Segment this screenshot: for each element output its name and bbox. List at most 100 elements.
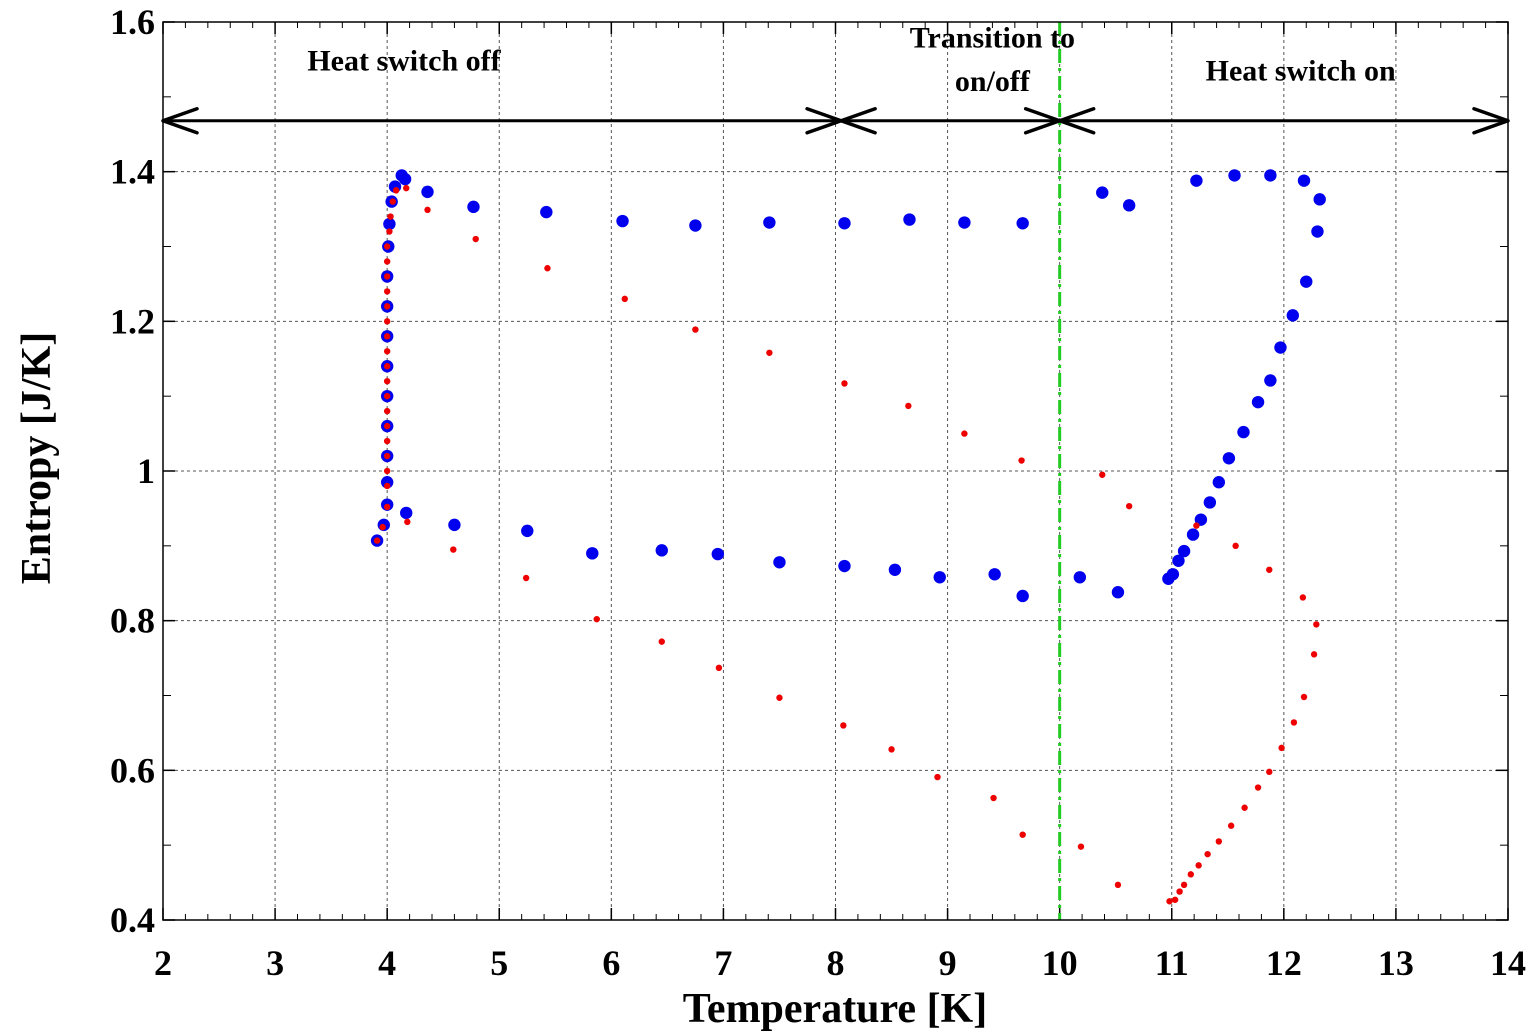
series — [370, 169, 1326, 905]
region-annotation: on/off — [955, 65, 1031, 98]
y-tick-label: 0.6 — [110, 750, 155, 790]
data-point — [1186, 528, 1200, 541]
data-point — [1096, 186, 1109, 199]
data-point — [472, 235, 479, 243]
data-point — [840, 722, 847, 729]
data-point — [1099, 471, 1106, 478]
data-point — [383, 422, 391, 430]
series-1 — [373, 184, 1320, 905]
arrow-head-left — [1057, 107, 1096, 135]
data-point — [383, 467, 391, 475]
annotations: Heat switch off Transition to on/off Heat s… — [307, 21, 1396, 97]
arrow-head-right — [1023, 107, 1062, 135]
region-annotation: Heat switch off — [307, 45, 501, 78]
data-point — [386, 228, 393, 235]
data-point — [1204, 850, 1211, 858]
x-tick-label: 9 — [939, 943, 957, 983]
data-point — [888, 563, 902, 576]
data-point — [450, 546, 457, 553]
data-point — [961, 430, 968, 437]
data-point — [398, 172, 412, 186]
x-tick-label: 13 — [1378, 943, 1414, 983]
arrows — [161, 107, 1510, 135]
region-annotation: Transition to — [910, 21, 1075, 54]
data-point — [383, 258, 391, 265]
data-point — [1073, 571, 1087, 584]
data-point — [389, 198, 396, 205]
region-annotation: Heat switch on — [1206, 54, 1396, 87]
data-point — [1166, 898, 1173, 905]
data-point — [383, 288, 391, 295]
data-point — [1313, 621, 1320, 628]
data-point — [905, 402, 912, 410]
data-point — [448, 518, 461, 532]
data-point — [467, 200, 480, 214]
y-tick-label: 1.4 — [110, 152, 155, 192]
x-axis-title: Temperature [K] — [683, 986, 987, 1031]
data-point — [1264, 374, 1277, 387]
arrow-head-left — [161, 107, 199, 135]
data-point — [1018, 457, 1025, 464]
arrow-head-right — [1472, 107, 1510, 135]
plot-frame — [162, 21, 1509, 921]
data-point — [838, 559, 851, 573]
arrow-head-left — [839, 107, 877, 135]
data-point — [387, 213, 394, 220]
data-point — [1187, 871, 1195, 878]
data-point — [383, 333, 391, 340]
data-point — [990, 794, 997, 802]
data-point — [1311, 225, 1324, 238]
data-point — [540, 205, 553, 219]
data-point — [1019, 831, 1026, 838]
data-point — [383, 482, 391, 490]
data-point — [903, 213, 916, 226]
data-point — [1313, 193, 1326, 206]
data-point — [766, 349, 773, 356]
y-tick-label: 1.2 — [110, 301, 155, 341]
data-point — [1274, 341, 1287, 354]
data-point — [1162, 572, 1175, 585]
data-point — [1300, 693, 1308, 701]
data-point — [1016, 217, 1029, 230]
data-point — [1310, 651, 1318, 658]
data-point — [1300, 275, 1313, 288]
data-point — [1194, 513, 1208, 526]
data-point — [655, 544, 668, 557]
data-point — [715, 664, 723, 672]
data-point — [1232, 542, 1239, 550]
y-tick-labels: 0.4 0.6 0.8 1 1.2 1.4 1.6 — [110, 2, 155, 940]
data-point — [383, 217, 396, 231]
data-point — [383, 363, 391, 370]
data-point — [586, 547, 599, 560]
data-point — [1203, 496, 1217, 509]
y-tick-label: 1 — [137, 451, 155, 491]
data-point — [1237, 425, 1250, 439]
data-point — [1193, 522, 1200, 529]
data-point — [383, 318, 391, 325]
x-tick-labels: 2 3 4 5 6 7 8 9 10 11 12 13 14 — [154, 943, 1526, 983]
data-point — [692, 326, 699, 333]
arrow-head-right — [805, 107, 843, 135]
y-tick-label: 0.8 — [110, 601, 155, 641]
minor-ticks — [162, 21, 1509, 921]
data-point — [424, 206, 431, 214]
data-point — [958, 216, 971, 229]
data-point — [1251, 395, 1265, 409]
data-point — [776, 694, 783, 701]
data-point — [1299, 594, 1307, 601]
data-point — [1228, 169, 1241, 182]
data-point — [1297, 174, 1311, 187]
data-point — [1266, 768, 1273, 776]
data-point — [1125, 502, 1133, 510]
data-point — [1176, 888, 1183, 895]
data-point — [421, 185, 434, 199]
data-point — [1195, 862, 1202, 869]
data-point — [934, 773, 941, 781]
data-point — [1180, 881, 1188, 889]
data-point — [841, 380, 848, 387]
x-tick-label: 11 — [1155, 943, 1189, 983]
data-point — [689, 219, 702, 232]
data-point — [1222, 452, 1236, 465]
data-point — [933, 571, 946, 584]
y-tick-label: 0.4 — [110, 900, 155, 940]
